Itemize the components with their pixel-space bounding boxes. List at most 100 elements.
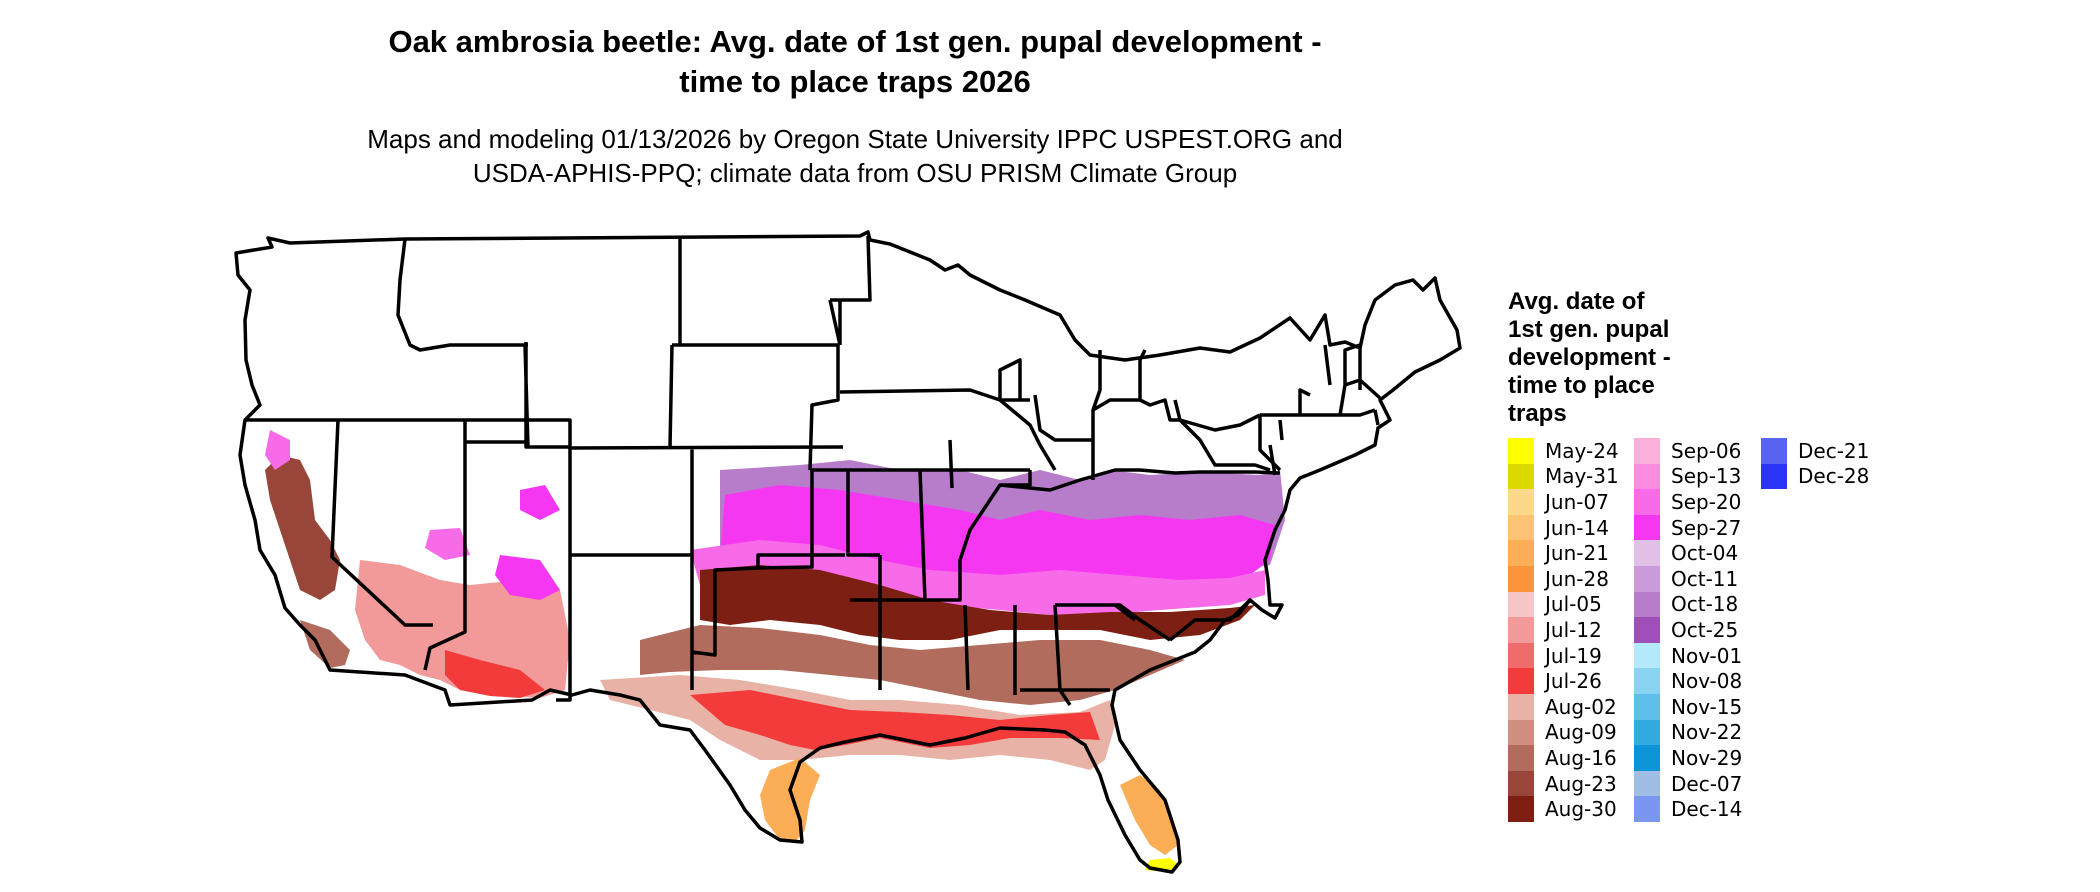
zone-jul-26 bbox=[445, 650, 545, 698]
legend-item: Jun-14 bbox=[1508, 514, 1619, 541]
legend-label: Aug-02 bbox=[1545, 694, 1617, 719]
state-borders bbox=[245, 235, 1382, 706]
legend-label: Jun-07 bbox=[1545, 489, 1609, 514]
legend-label: Sep-20 bbox=[1671, 489, 1742, 514]
legend-swatch bbox=[1508, 642, 1534, 669]
legend-item: Jul-05 bbox=[1508, 591, 1619, 618]
legend-swatch bbox=[1634, 463, 1660, 490]
legend-item: Dec-21 bbox=[1761, 438, 1869, 464]
legend-label: Dec-21 bbox=[1798, 438, 1870, 463]
legend-swatch bbox=[1508, 514, 1534, 541]
legend-swatch bbox=[1508, 719, 1534, 746]
legend-swatch bbox=[1634, 438, 1660, 464]
legend-label: Jun-21 bbox=[1545, 541, 1609, 566]
legend-swatch bbox=[1634, 745, 1660, 771]
legend-label: Jun-28 bbox=[1545, 566, 1609, 591]
legend-label: Nov-29 bbox=[1671, 745, 1743, 770]
zone-jul-26 bbox=[690, 690, 1100, 750]
zone-sep-27 bbox=[495, 555, 560, 600]
map-title: Oak ambrosia beetle: Avg. date of 1st ge… bbox=[260, 22, 1450, 102]
legend-item: Aug-09 bbox=[1508, 719, 1619, 746]
legend-item: Jul-19 bbox=[1508, 642, 1619, 669]
legend-label: Oct-11 bbox=[1671, 566, 1739, 591]
legend-label: Dec-07 bbox=[1671, 771, 1743, 796]
legend-label: Jul-19 bbox=[1545, 643, 1602, 668]
phenology-zones bbox=[265, 430, 1285, 872]
legend-item: Dec-28 bbox=[1761, 463, 1870, 490]
legend-swatch bbox=[1508, 617, 1534, 643]
map-title-line-1: Oak ambrosia beetle: Avg. date of 1st ge… bbox=[388, 24, 1322, 59]
legend-item: Jul-26 bbox=[1508, 668, 1619, 694]
legend-swatch bbox=[1508, 540, 1534, 566]
legend-swatch bbox=[1508, 770, 1534, 797]
legend-label: Oct-25 bbox=[1671, 617, 1739, 642]
legend-swatch bbox=[1634, 514, 1660, 541]
zone-sep-20 bbox=[425, 528, 470, 560]
legend-swatch bbox=[1508, 693, 1534, 720]
legend-label: Dec-14 bbox=[1671, 797, 1743, 822]
legend-label: Aug-09 bbox=[1545, 720, 1617, 745]
legend-column-1: May-24 May-31 Jun-07 Jun-14 Jun-21 Jun-28 Jul-… bbox=[1508, 438, 1619, 822]
legend-label: Oct-18 bbox=[1671, 592, 1739, 617]
zone-sep-20 bbox=[690, 540, 1265, 615]
legend-item: Aug-30 bbox=[1508, 796, 1619, 822]
legend-item: Oct-25 bbox=[1634, 617, 1742, 643]
zone-aug-30 bbox=[700, 565, 1255, 640]
legend-swatch bbox=[1508, 591, 1534, 618]
legend-label: Nov-01 bbox=[1671, 643, 1743, 668]
legend-swatch bbox=[1761, 463, 1787, 490]
legend-label: Aug-23 bbox=[1545, 771, 1617, 796]
map-subtitle-line-2: USDA-APHIS-PPQ; climate data from OSU PR… bbox=[472, 158, 1238, 188]
legend-swatch bbox=[1508, 668, 1534, 694]
legend-swatch bbox=[1634, 489, 1660, 515]
zone-sep-27 bbox=[520, 485, 560, 520]
legend-label: Jul-26 bbox=[1545, 669, 1602, 694]
legend-label: Aug-30 bbox=[1545, 797, 1617, 822]
legend-title: Avg. date of 1st gen. pupal development … bbox=[1508, 288, 1738, 428]
legend-title-line: 1st gen. pupal bbox=[1508, 316, 1670, 343]
legend-item: Dec-07 bbox=[1634, 770, 1743, 797]
legend-label: May-24 bbox=[1545, 438, 1619, 463]
legend-item: Oct-18 bbox=[1634, 591, 1742, 618]
legend-swatch bbox=[1634, 617, 1660, 643]
legend-item: May-31 bbox=[1508, 463, 1619, 490]
legend-column-3: Dec-21 Dec-28 bbox=[1761, 438, 1870, 490]
legend-item: Sep-27 bbox=[1634, 514, 1742, 541]
legend-item: Nov-29 bbox=[1634, 745, 1742, 771]
legend-swatch bbox=[1634, 540, 1660, 566]
legend-item: Dec-14 bbox=[1634, 796, 1742, 822]
legend-label: Dec-28 bbox=[1798, 464, 1870, 489]
legend-item: Jun-21 bbox=[1508, 540, 1619, 566]
legend-item: Sep-06 bbox=[1634, 438, 1742, 464]
legend-label: Jul-05 bbox=[1545, 592, 1602, 617]
legend-swatch bbox=[1508, 489, 1534, 515]
legend-item: Nov-22 bbox=[1634, 719, 1742, 746]
legend-title-line: traps bbox=[1508, 400, 1567, 427]
map-title-line-2: time to place traps 2026 bbox=[679, 64, 1031, 99]
map-subtitle: Maps and modeling 01/13/2026 by Oregon S… bbox=[260, 122, 1450, 190]
state-boundaries bbox=[234, 230, 1462, 874]
legend-label: Jun-14 bbox=[1545, 515, 1609, 540]
legend-item: Oct-04 bbox=[1634, 540, 1742, 566]
zone-aug-16 bbox=[300, 620, 350, 668]
legend-swatch bbox=[1634, 668, 1660, 694]
zone-aug-23 bbox=[265, 455, 340, 600]
legend-item: Nov-08 bbox=[1634, 668, 1742, 694]
legend-label: Jul-12 bbox=[1545, 617, 1602, 642]
legend-item: Aug-23 bbox=[1508, 770, 1619, 797]
legend-swatch bbox=[1634, 770, 1660, 797]
zone-aug-16 bbox=[640, 625, 1185, 705]
legend-swatch bbox=[1634, 591, 1660, 618]
legend-item: Sep-20 bbox=[1634, 489, 1742, 515]
legend-swatch bbox=[1508, 463, 1534, 490]
map-subtitle-line-1: Maps and modeling 01/13/2026 by Oregon S… bbox=[367, 124, 1343, 154]
zone-sep-20 bbox=[265, 430, 290, 470]
legend-swatch bbox=[1761, 438, 1787, 464]
legend-swatch bbox=[1508, 796, 1534, 822]
legend-title-line: development - bbox=[1508, 344, 1671, 371]
legend-label: Aug-16 bbox=[1545, 745, 1617, 770]
legend-item: Nov-01 bbox=[1634, 642, 1743, 669]
legend-swatch bbox=[1508, 565, 1534, 592]
legend-column-2: Sep-06 Sep-13 Sep-20 Sep-27 Oct-04 Oct-11 Oct-… bbox=[1634, 438, 1742, 822]
